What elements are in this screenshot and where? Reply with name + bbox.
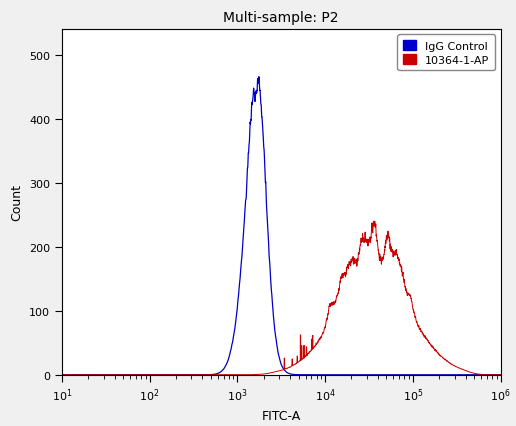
IgG Control: [59, 372, 65, 377]
IgG Control: [256, 75, 262, 80]
10364-1-AP: [59, 372, 65, 377]
IgG Control: [384, 372, 390, 377]
Y-axis label: Count: Count: [10, 184, 23, 221]
IgG Control: [318, 372, 325, 377]
IgG Control: [81, 372, 87, 377]
IgG Control: [497, 372, 504, 377]
10364-1-AP: [372, 219, 378, 224]
Title: Multi-sample: P2: Multi-sample: P2: [223, 11, 339, 25]
10364-1-AP: [318, 335, 325, 340]
IgG Control: [218, 369, 224, 374]
Legend: IgG Control, 10364-1-AP: IgG Control, 10364-1-AP: [397, 35, 495, 71]
10364-1-AP: [218, 372, 224, 377]
X-axis label: FITC-A: FITC-A: [262, 409, 301, 422]
10364-1-AP: [337, 277, 344, 282]
10364-1-AP: [497, 372, 504, 377]
IgG Control: [408, 372, 414, 377]
Line: IgG Control: IgG Control: [62, 78, 501, 375]
IgG Control: [337, 372, 344, 377]
10364-1-AP: [384, 235, 390, 240]
Line: 10364-1-AP: 10364-1-AP: [62, 222, 501, 375]
10364-1-AP: [408, 293, 414, 298]
10364-1-AP: [81, 372, 87, 377]
